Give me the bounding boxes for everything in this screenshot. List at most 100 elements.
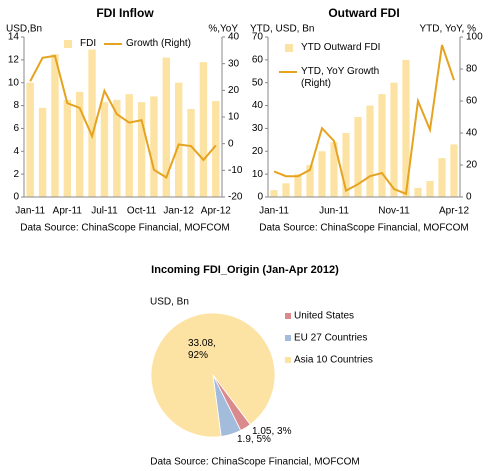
y2-tick-label: 30 <box>228 58 240 69</box>
bar <box>212 101 220 197</box>
y2-tick-label: 80 <box>466 64 478 75</box>
bar <box>113 99 121 197</box>
x-tick-label: Apr-12 <box>439 206 469 217</box>
x-tick-label: Nov-11 <box>378 206 410 217</box>
x-tick-label: Oct-11 <box>127 206 157 217</box>
y2-tick-label: 0 <box>466 192 472 203</box>
x-tick-label: Jun-11 <box>319 206 349 217</box>
unit-label: USD, Bn <box>150 297 189 308</box>
x-tick-label: Jan-11 <box>259 206 289 217</box>
legend-label: Growth (Right) <box>126 38 192 49</box>
y2-tick-label: 60 <box>466 96 478 107</box>
y-tick-label: 20 <box>252 146 264 157</box>
y-tick-label: 60 <box>252 54 264 65</box>
bar <box>330 142 338 197</box>
y2-tick-label: 40 <box>228 32 240 43</box>
bar <box>438 158 446 197</box>
legend-swatch <box>285 313 291 319</box>
y-tick-label: 10 <box>252 169 264 180</box>
legend-label: YTD Outward FDI <box>301 42 381 53</box>
y-tick-label: 4 <box>13 146 19 157</box>
bar <box>270 190 278 197</box>
bar <box>174 82 183 197</box>
x-tick-label: Jan-11 <box>15 206 45 217</box>
legend-label: YTD, YoY Growth (Right) <box>301 66 380 89</box>
bar <box>342 133 350 197</box>
y-tick-label: 50 <box>252 77 264 88</box>
y2-axis-label: YTD, YoY, % <box>419 24 476 35</box>
line <box>29 54 217 180</box>
y-tick-label: 40 <box>252 100 264 111</box>
y2-tick-label: 10 <box>228 112 240 123</box>
bar <box>162 57 171 198</box>
bar <box>366 105 374 197</box>
x-tick-label: Apr-11 <box>53 206 83 217</box>
y2-axis-label: %,YoY <box>208 24 238 35</box>
source-note: Data Source: ChinaScope Financial, MOFCO… <box>20 223 230 234</box>
bar <box>187 109 195 197</box>
y-axis-label: USD,Bn <box>6 24 42 35</box>
bar <box>450 144 458 197</box>
y-tick-label: 0 <box>13 192 19 203</box>
pie-slice <box>150 312 276 438</box>
y2-tick-label: -10 <box>228 165 243 176</box>
bar <box>51 54 59 198</box>
bar <box>100 102 109 197</box>
bar <box>282 183 290 197</box>
bar <box>88 49 96 198</box>
legend-swatch <box>285 44 293 52</box>
legend-swatch <box>285 357 291 363</box>
legend-label: FDI <box>80 38 97 49</box>
y-tick-label: 10 <box>8 77 20 88</box>
x-tick-label: Jan-12 <box>163 206 194 217</box>
bar <box>26 82 34 197</box>
bar <box>402 59 410 197</box>
y-tick-label: 8 <box>13 100 19 111</box>
y-tick-label: 70 <box>252 32 264 43</box>
bar <box>294 174 302 197</box>
chart-title: Outward FDI <box>328 6 399 20</box>
bar <box>38 107 47 197</box>
bar <box>63 99 72 197</box>
bar <box>306 165 314 197</box>
y-tick-label: 0 <box>257 192 263 203</box>
legend-label: EU 27 Countries <box>294 333 367 344</box>
legend-swatch <box>64 40 72 48</box>
y-axis-label: YTD, USD, Bn <box>250 24 314 35</box>
bar <box>414 187 422 197</box>
source-note: Data Source: ChinaScope Financial, MOFCO… <box>150 457 360 468</box>
bar <box>75 91 84 197</box>
line <box>273 44 455 196</box>
y2-tick-label: 40 <box>466 128 478 139</box>
bar <box>426 181 434 197</box>
slice-label: 1.9, 5% <box>237 434 271 445</box>
y-tick-label: 2 <box>13 169 19 180</box>
bar <box>125 94 133 197</box>
bar <box>199 62 208 198</box>
y2-tick-label: 20 <box>466 160 478 171</box>
y2-tick-label: -20 <box>228 192 243 203</box>
legend-swatch <box>285 335 291 341</box>
slice-label: 33.08, 92% <box>188 338 216 361</box>
source-note: Data Source: ChinaScope Financial, MOFCO… <box>259 223 469 234</box>
bar <box>354 117 362 197</box>
y-tick-label: 14 <box>8 32 20 43</box>
legend-label: United States <box>294 311 354 322</box>
bar <box>150 96 158 197</box>
y-tick-label: 12 <box>8 54 20 65</box>
y-tick-label: 30 <box>252 123 264 134</box>
x-tick-label: Jul-11 <box>91 206 118 217</box>
y2-tick-label: 100 <box>466 32 483 43</box>
bar <box>378 94 386 197</box>
slice-label: 1.05, 3% <box>252 426 292 437</box>
y2-tick-label: 0 <box>228 138 234 149</box>
bar <box>318 151 326 197</box>
y2-tick-label: 20 <box>228 85 240 96</box>
bar <box>137 102 146 197</box>
x-tick-label: Apr-12 <box>201 206 231 217</box>
bar <box>390 82 398 197</box>
chart-title: Incoming FDI_Origin (Jan-Apr 2012) <box>151 264 339 276</box>
y-tick-label: 6 <box>13 123 19 134</box>
